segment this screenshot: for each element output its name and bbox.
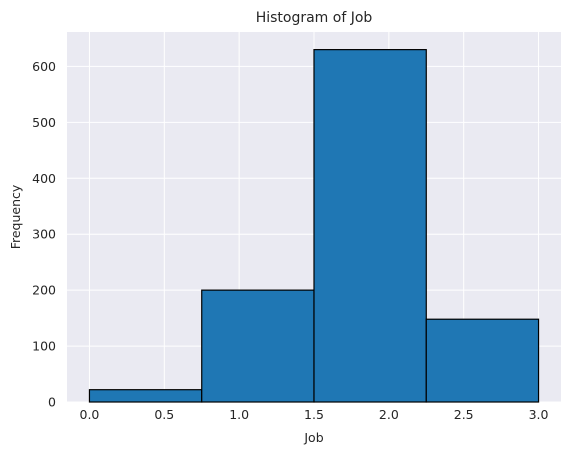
y-tick-label: 500	[32, 115, 56, 130]
x-tick-label: 1.5	[304, 407, 324, 422]
y-axis-label: Frequency	[8, 184, 23, 249]
x-tick-label: 0.5	[154, 407, 174, 422]
x-axis-ticks: 0.0 0.5 1.0 1.5 2.0 2.5 3.0	[80, 407, 549, 422]
x-tick-label: 2.5	[454, 407, 474, 422]
x-axis-label: Job	[303, 430, 323, 445]
y-tick-label: 300	[32, 227, 56, 242]
histogram-bar	[425, 318, 540, 403]
x-tick-label: 1.0	[229, 407, 249, 422]
histogram-bar	[201, 289, 315, 403]
chart-title: Histogram of Job	[256, 10, 373, 26]
x-tick-label: 2.0	[379, 407, 399, 422]
y-tick-label: 100	[32, 339, 56, 354]
y-tick-label: 0	[48, 395, 56, 410]
histogram-bar	[313, 49, 427, 403]
y-tick-label: 400	[32, 171, 56, 186]
histogram-bars	[88, 49, 540, 403]
y-tick-label: 600	[32, 59, 56, 74]
y-axis-ticks: 0 100 200 300 400 500 600	[32, 59, 56, 410]
x-tick-label: 0.0	[80, 407, 100, 422]
y-tick-label: 200	[32, 283, 56, 298]
histogram-bar	[88, 389, 203, 403]
x-tick-label: 3.0	[529, 407, 549, 422]
